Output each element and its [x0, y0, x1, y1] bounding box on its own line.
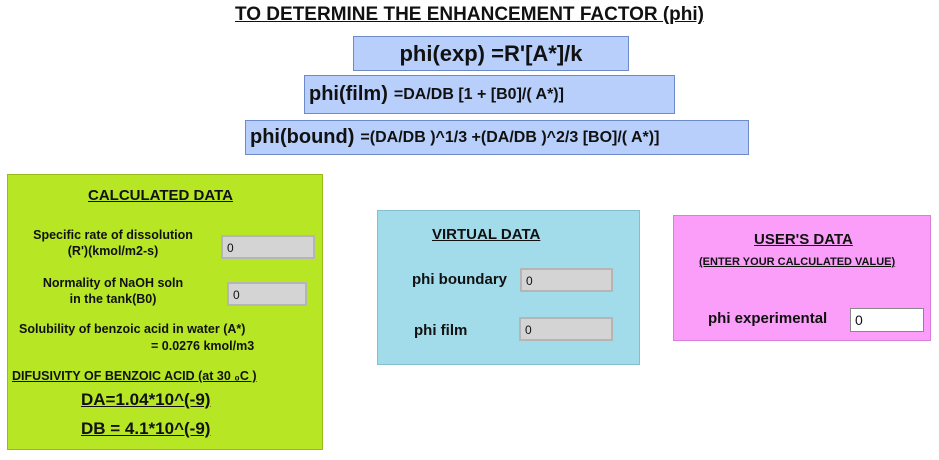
da-value: DA=1.04*10^(-9) [81, 390, 211, 409]
diffusivity-heading: DIFUSIVITY OF BENZOIC ACID (at 30 ₀C ) [12, 369, 257, 383]
phi-boundary-label: phi boundary [412, 271, 507, 288]
virtual-heading: VIRTUAL DATA [432, 226, 541, 243]
rate-field[interactable]: 0 [221, 235, 315, 259]
formula-phi-exp: phi(exp) =R'[A*]/k [353, 36, 629, 71]
phi-film-label: phi film [414, 322, 468, 339]
user-heading: USER'S DATA [754, 231, 853, 248]
formula-film-rhs: =DA/DB [1 + [B0]/( A*)] [393, 85, 564, 103]
phi-experimental-input[interactable]: 0 [850, 308, 924, 332]
phi-boundary-field[interactable]: 0 [520, 268, 613, 292]
formula-bound-rhs: =(DA/DB )^1/3 +(DA/DB )^2/3 [BO]/( A*)] [360, 128, 660, 146]
solubility-value: = 0.0276 kmol/m3 [151, 339, 255, 353]
page-title: TO DETERMINE THE ENHANCEMENT FACTOR (phi… [234, 4, 705, 25]
naoh-field[interactable]: 0 [227, 282, 307, 306]
formula-phi-bound: phi(bound) =(DA/DB )^1/3 +(DA/DB )^2/3 [… [245, 120, 749, 155]
user-subheading: (ENTER YOUR CALCULATED VALUE) [699, 256, 896, 268]
user-data-panel: USER'S DATA (ENTER YOUR CALCULATED VALUE… [673, 215, 931, 341]
db-value: DB = 4.1*10^(-9) [81, 419, 211, 438]
naoh-label: Normality of NaOH soln in the tank(B0) [42, 276, 184, 306]
formula-phi-film: phi(film) =DA/DB [1 + [B0]/( A*)] [304, 75, 675, 114]
phi-experimental-label: phi experimental [708, 310, 828, 327]
formula-bound-lhs: phi(bound) [250, 126, 355, 148]
rate-label: Specific rate of dissolution (R')(kmol/m… [33, 228, 193, 258]
virtual-data-panel: VIRTUAL DATA phi boundary 0 phi film 0 [377, 210, 640, 365]
formula-film-lhs: phi(film) [309, 83, 388, 105]
calculated-heading: CALCULATED DATA [88, 187, 233, 204]
phi-film-field[interactable]: 0 [519, 317, 613, 341]
solubility-label: Solubility of benzoic acid in water (A*) [19, 322, 246, 336]
calculated-data-panel: CALCULATED DATA Specific rate of dissolu… [7, 174, 323, 450]
